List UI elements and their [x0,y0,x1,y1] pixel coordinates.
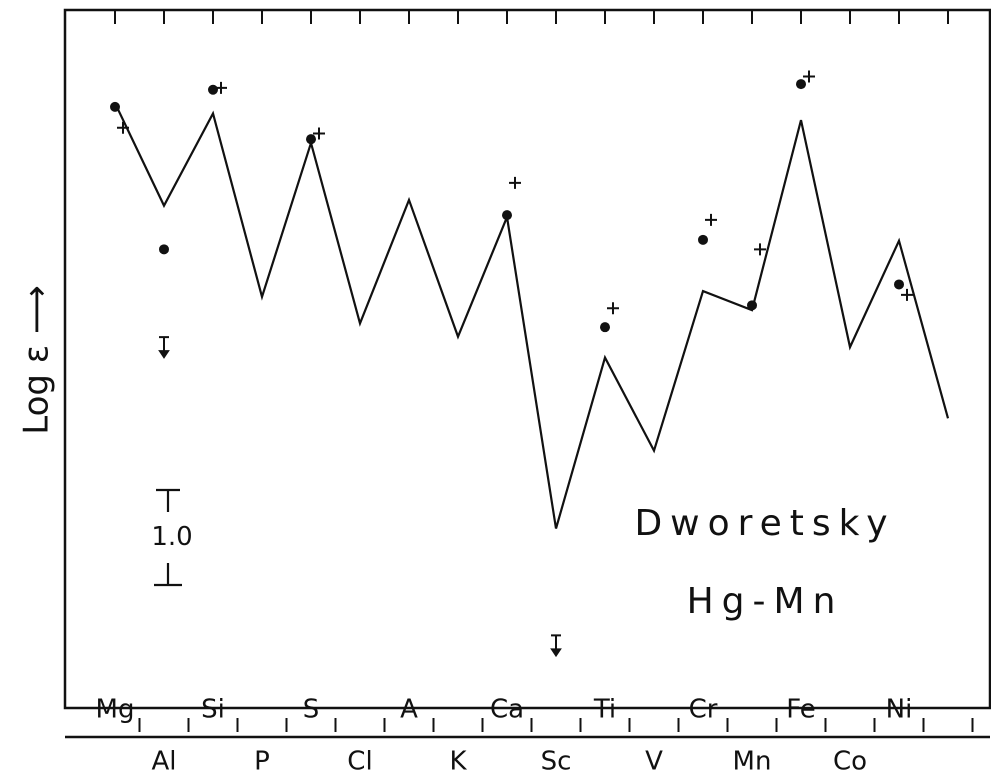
data-dot [159,244,169,255]
x-tick-label: Ca [490,695,524,725]
x-tick-label: Cl [347,747,372,777]
x-tick-label: K [449,747,467,777]
annotation: Dworetsky [634,503,895,544]
x-tick-label: Mn [733,747,772,777]
scale-bar-label: 1.0 [151,522,192,552]
x-tick-label: Ni [886,695,913,725]
data-cross [509,176,521,189]
data-dot [502,210,512,221]
x-tick-label: Al [151,747,176,777]
x-tick-label: Co [833,747,867,777]
x-tick-label: Fe [786,695,816,725]
data-cross [117,121,129,134]
x-tick-label: A [400,695,418,725]
data-cross [313,127,325,140]
y-axis-label: Log ε ⟶ [17,285,57,434]
x-tick-label: Ti [593,695,616,725]
annotation: Hg-Mn [687,581,844,622]
x-tick-label: Mg [96,695,135,725]
data-dot [894,279,904,290]
x-tick-label: P [254,747,270,777]
data-dot [208,84,218,95]
data-dot [796,79,806,90]
data-dot [747,300,757,311]
x-tick-label: Cr [689,695,718,725]
x-tick-label: S [303,695,320,725]
data-cross [215,81,227,94]
data-cross [901,288,913,301]
upper-limit [550,634,562,658]
x-tick-label: V [645,747,663,777]
scale-bar [154,488,182,587]
data-line [114,102,950,529]
upper-limit [158,336,170,359]
plot-frame [63,8,991,710]
data-cross [754,243,766,256]
data-cross [607,302,619,315]
data-dot [600,322,610,333]
data-dot [306,134,316,145]
data-cross [803,70,815,83]
data-dot [110,101,120,112]
x-tick-label: Sc [541,747,572,777]
data-cross [705,213,717,226]
x-tick-label: Si [201,695,225,725]
data-dot [698,234,708,245]
